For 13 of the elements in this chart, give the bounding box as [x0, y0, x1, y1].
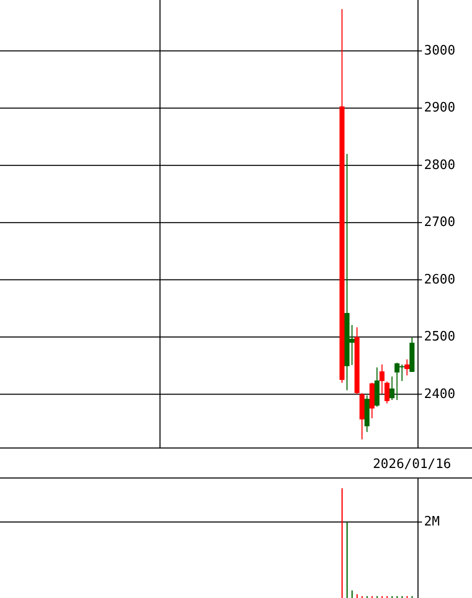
y-tick-label: 2500 [424, 330, 456, 345]
y-tick-label: 2400 [424, 386, 456, 402]
y-tick-label: 3000 [424, 43, 456, 58]
y-tick-label: 2600 [424, 272, 456, 288]
candlestick [404, 358, 410, 376]
y-tick-label: 2800 [424, 158, 456, 173]
y-tick-label: 2M [424, 514, 440, 530]
candlestick [384, 381, 390, 404]
y-tick-label: 2700 [424, 215, 456, 230]
candlestick [390, 376, 394, 400]
candlestick [380, 364, 384, 394]
x-tick-label: 2026/01/16 [372, 457, 452, 472]
y-tick-label: 2900 [424, 100, 456, 116]
